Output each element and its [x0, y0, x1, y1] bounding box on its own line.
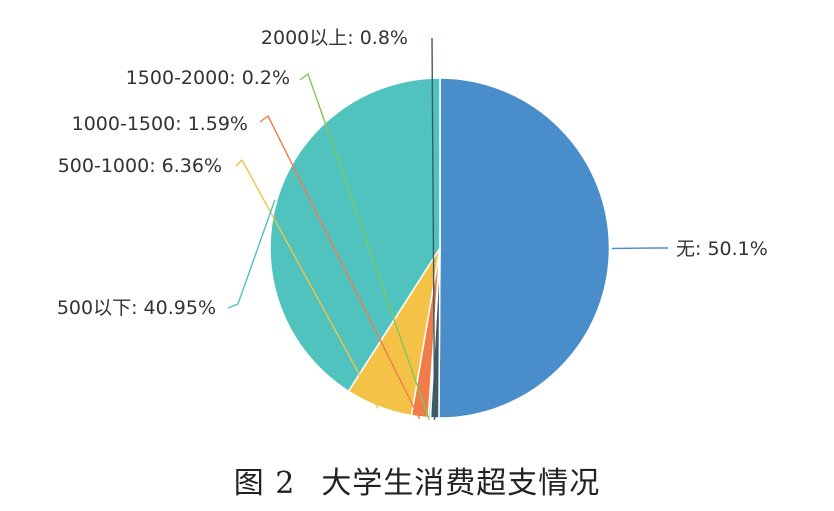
slice-label-1500-2000: 1500-2000: 0.2%: [126, 67, 290, 89]
leader-line-1000-1500: [259, 114, 421, 420]
figure-number: 图 2: [233, 466, 296, 501]
figure-caption: 图 2 大学生消费超支情况: [0, 458, 834, 502]
slice-labels: 无: 50.1% 2000以上: 0.8% 1500-2000: 0.2% 1000-…: [57, 27, 768, 319]
slice-label-none: 无: 50.1%: [676, 238, 768, 260]
figure-title: 大学生消费超支情况: [321, 466, 601, 501]
slice-label-2000-plus: 2000以上: 0.8%: [261, 27, 408, 49]
pie-slice-500-under: [269, 77, 441, 393]
leader-line-500-1000: [235, 158, 379, 409]
pie-chart: 无: 50.1% 2000以上: 0.8% 1500-2000: 0.2% 1000-…: [57, 27, 768, 420]
leader-lines: [227, 37, 668, 420]
leader-line-2000-plus: [431, 37, 436, 420]
slice-label-500-1000: 500-1000: 6.36%: [58, 155, 222, 177]
pie-slices: [269, 77, 611, 419]
leader-line-none: [611, 247, 668, 250]
leader-line-500-under: [227, 199, 276, 309]
leader-line-1500-2000: [299, 72, 430, 420]
slice-label-1000-1500: 1000-1500: 1.59%: [72, 113, 248, 135]
slice-label-500-under: 500以下: 40.95%: [57, 297, 216, 319]
pie-slice-none: [438, 77, 611, 419]
